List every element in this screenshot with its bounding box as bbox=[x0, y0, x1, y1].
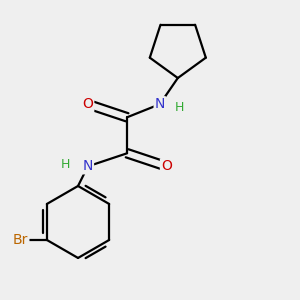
Text: N: N bbox=[83, 159, 93, 173]
Text: H: H bbox=[175, 101, 184, 114]
Text: O: O bbox=[161, 159, 172, 173]
Text: H: H bbox=[61, 158, 70, 171]
Text: O: O bbox=[82, 97, 93, 111]
Text: Br: Br bbox=[13, 233, 28, 247]
Text: N: N bbox=[154, 97, 165, 111]
